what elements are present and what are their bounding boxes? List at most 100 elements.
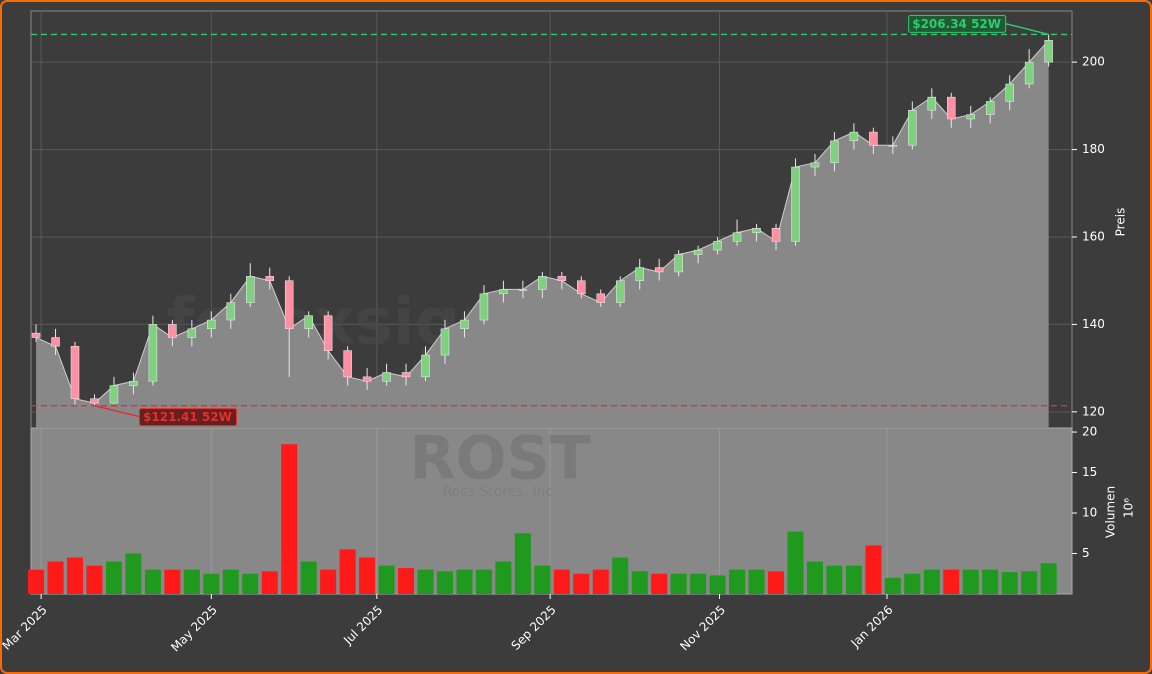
candle-body	[732, 232, 742, 242]
candle-body	[226, 302, 236, 321]
candle-body	[90, 398, 99, 404]
volume-bar	[125, 553, 142, 594]
candle-body	[1044, 40, 1053, 63]
annotation-box	[908, 14, 1007, 33]
candle-body	[615, 280, 625, 303]
volume-bar	[748, 569, 765, 594]
volume-bar	[86, 565, 103, 594]
volume-bar	[573, 573, 590, 594]
y-tick-label: 20	[1082, 425, 1097, 439]
volume-bar	[398, 568, 415, 594]
volume-bar	[495, 561, 512, 594]
y-tick-label: 180	[1082, 142, 1105, 156]
volume-bar	[436, 571, 453, 594]
volume-bar	[592, 569, 609, 594]
candle-body	[265, 276, 274, 281]
volume-bar	[670, 573, 687, 594]
volume-bar	[943, 569, 960, 594]
candle-body	[460, 319, 469, 330]
volume-bar	[845, 565, 862, 594]
y-tick-label: 10	[1082, 506, 1097, 520]
candle-body	[888, 144, 898, 147]
volume-bar	[222, 569, 239, 594]
annotation-box	[138, 408, 237, 427]
candle-body	[440, 328, 450, 356]
candle-body	[674, 254, 683, 273]
watermark-company: Ross Stores, Inc.	[442, 484, 557, 500]
volume-bar	[261, 571, 278, 594]
volume-axis-label: Volumen	[1104, 486, 1118, 538]
candle-body	[810, 162, 820, 168]
volume-bar	[281, 444, 298, 594]
candle-body	[947, 96, 956, 120]
watermark-symbol: ROST	[409, 424, 590, 494]
candle-body	[323, 315, 333, 351]
volume-bar	[690, 573, 707, 594]
volume-bar	[806, 561, 823, 594]
y-tick-label: 120	[1082, 404, 1105, 418]
candle-body	[654, 267, 664, 273]
candle-body	[479, 293, 489, 321]
candle-body	[869, 131, 878, 146]
volume-bar	[553, 569, 570, 594]
volume-bar	[28, 569, 45, 594]
volume-bar	[359, 557, 376, 594]
candle-body	[791, 166, 800, 242]
y-tick-label: 15	[1082, 465, 1097, 479]
volume-bar	[982, 569, 999, 594]
annotation-label: $121.41 52W	[143, 410, 232, 424]
volume-bar	[320, 569, 337, 594]
volume-bar	[534, 565, 551, 594]
volume-bar	[1021, 571, 1038, 594]
volume-bar	[144, 569, 161, 594]
candle-body	[966, 114, 975, 120]
candle-body	[187, 328, 197, 338]
candle-body	[109, 385, 119, 404]
volume-bar	[475, 569, 492, 594]
candle-body	[246, 276, 255, 303]
volume-bar	[631, 571, 648, 594]
candle-body	[51, 337, 60, 347]
volume-bar	[242, 573, 259, 594]
volume-bar	[1040, 563, 1057, 594]
volume-bar	[826, 565, 843, 594]
volume-bar	[865, 545, 882, 594]
volume-bar	[884, 577, 901, 594]
volume-bar	[300, 561, 317, 594]
candle-body	[304, 315, 313, 330]
volume-bar	[612, 557, 629, 594]
candle-body	[713, 241, 722, 251]
candle-body	[693, 249, 703, 255]
volume-bar	[651, 573, 668, 594]
candle-body	[284, 280, 294, 330]
candle-body	[596, 293, 606, 303]
candle-body	[849, 131, 859, 142]
annotation-label: $206.34 52W	[912, 17, 1001, 31]
volume-bar	[417, 569, 434, 594]
candle-body	[401, 372, 411, 378]
candle-body	[830, 140, 839, 163]
candle-body	[362, 376, 372, 382]
volume-bar	[183, 569, 200, 594]
volume-bar	[67, 557, 84, 594]
candle-body	[343, 350, 352, 378]
candle-body	[1024, 61, 1034, 85]
candle-body	[518, 289, 528, 291]
y-tick-label: 5	[1082, 546, 1090, 560]
candle-body	[70, 346, 80, 399]
candle-body	[538, 276, 547, 290]
candle-body	[557, 276, 567, 281]
candle-body	[382, 372, 391, 382]
volume-bar	[456, 569, 473, 594]
candle-body	[771, 227, 781, 242]
volume-bar	[47, 561, 64, 594]
y-tick-label: 200	[1082, 55, 1105, 69]
volume-bar	[339, 549, 356, 594]
volume-exponent: 10⁶	[1122, 498, 1136, 518]
candle-body	[499, 289, 508, 295]
candle-body	[31, 332, 41, 338]
volume-bar	[203, 573, 220, 594]
candle-body	[421, 354, 430, 378]
candle-body	[168, 324, 177, 338]
